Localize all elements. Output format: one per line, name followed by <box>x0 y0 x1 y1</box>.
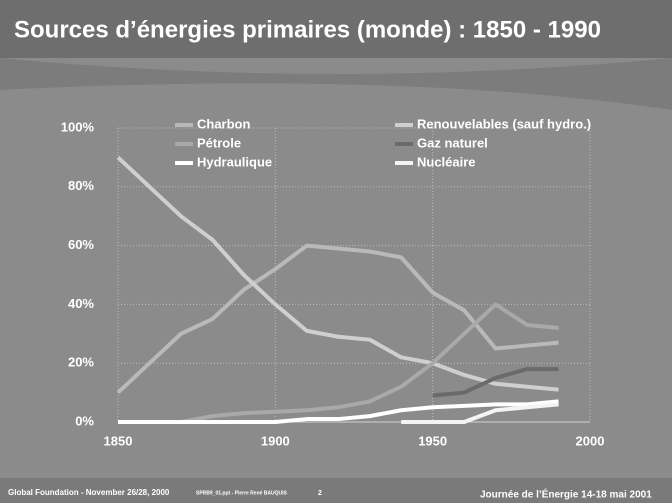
y-tick-label: 80% <box>68 178 94 193</box>
footer-page: 2 <box>318 490 322 497</box>
series-line <box>118 399 559 424</box>
y-tick-label: 40% <box>68 296 94 311</box>
footer-right: Journée de l’Énergie 14-18 mai 2001 <box>480 488 652 501</box>
x-tick-label: 1900 <box>261 433 290 448</box>
y-tick-label: 60% <box>68 237 94 252</box>
series-line <box>180 302 559 424</box>
legend-label: Renouvelables (sauf hydro.) <box>417 116 591 131</box>
series-line <box>116 155 559 392</box>
series-line <box>401 402 559 424</box>
legend-label: Nucléaire <box>417 154 476 169</box>
legend-label: Pétrole <box>197 135 241 150</box>
legend-label: Hydraulique <box>197 154 272 169</box>
footer-left: Global Foundation - November 26/28, 2000 <box>8 488 170 497</box>
series-line <box>116 243 559 395</box>
footer-bar <box>0 478 672 503</box>
y-tick-label: 100% <box>61 119 95 134</box>
x-tick-label: 2000 <box>576 433 605 448</box>
y-tick-label: 20% <box>68 355 94 370</box>
x-tick-label: 1850 <box>104 433 133 448</box>
y-tick-label: 0% <box>75 413 94 428</box>
x-tick-label: 1950 <box>418 433 447 448</box>
series-line <box>432 367 559 398</box>
legend-label: Gaz naturel <box>417 135 488 150</box>
title-bar <box>0 0 672 58</box>
footer-file: SPRB9_01.ppt - Pierre René BAUQUIS <box>196 490 288 496</box>
decor <box>0 58 672 110</box>
legend-label: Charbon <box>197 116 251 131</box>
chart-title: Sources d’énergies primaires (monde) : 1… <box>14 16 601 43</box>
